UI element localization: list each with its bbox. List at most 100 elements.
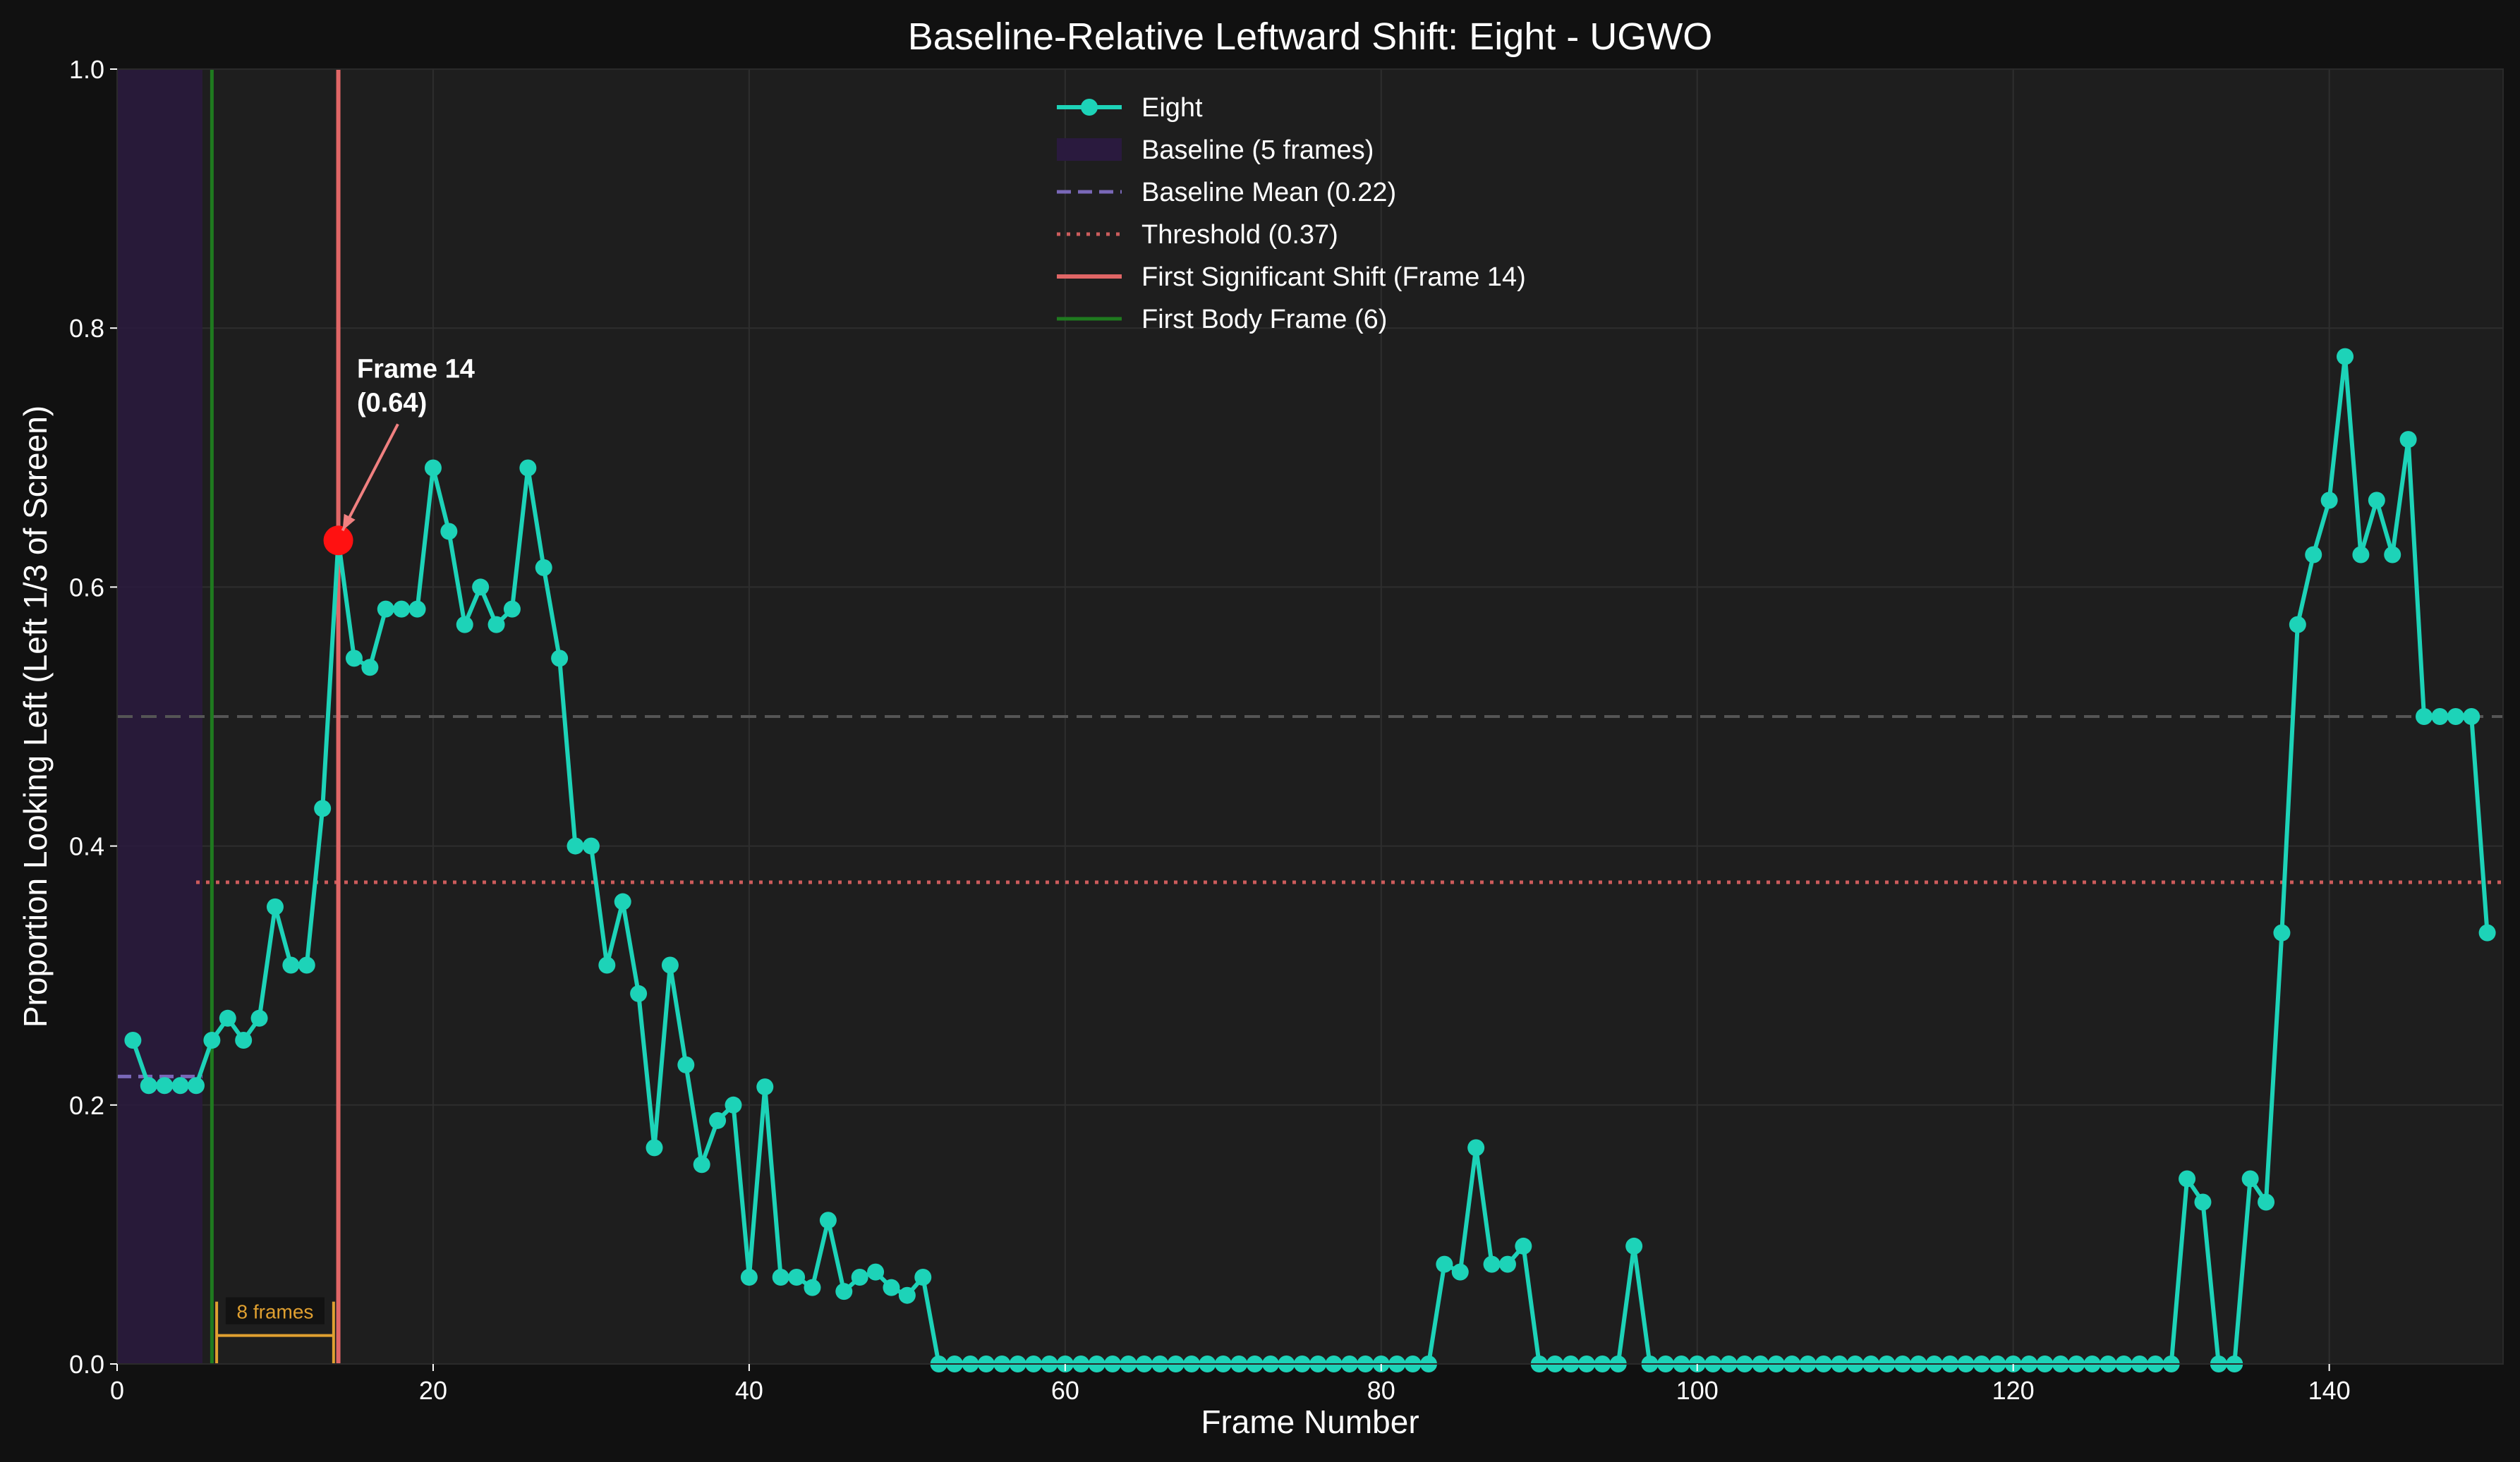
- data-point: [1483, 1255, 1501, 1273]
- y-axis-ticks: 0.0 0.2 0.4 0.6 0.8 1.0: [69, 55, 117, 1379]
- data-point: [519, 459, 537, 477]
- annotation-arrow: [341, 423, 399, 532]
- annotation-arrowhead: [342, 513, 356, 531]
- legend-item-first-body-frame: First Body Frame (6): [1057, 305, 1387, 334]
- data-point: [567, 837, 584, 855]
- data-point: [2463, 708, 2480, 725]
- data-point: [2431, 708, 2449, 725]
- y-tick-label: 0.2: [69, 1091, 104, 1120]
- x-tick-label: 140: [2308, 1376, 2351, 1405]
- data-point: [156, 1077, 174, 1095]
- data-point: [1515, 1237, 1532, 1255]
- legend-item-baseline-mean: Baseline Mean (0.22): [1057, 178, 1396, 207]
- legend-label-first-body-frame: First Body Frame (6): [1141, 305, 1387, 334]
- data-point: [725, 1096, 742, 1114]
- x-tick-label: 40: [735, 1376, 763, 1405]
- data-point: [2273, 924, 2291, 942]
- data-point: [614, 893, 631, 910]
- data-point: [2258, 1193, 2275, 1211]
- data-point: [424, 459, 442, 477]
- y-axis-label: Proportion Looking Left (Left 1/3 of Scr…: [17, 406, 54, 1028]
- data-point: [1498, 1255, 1516, 1273]
- x-tick-label: 120: [1992, 1376, 2035, 1405]
- data-point: [1436, 1255, 1453, 1273]
- y-tick-label: 1.0: [69, 55, 104, 84]
- data-point: [250, 1009, 268, 1027]
- data-point: [835, 1283, 853, 1300]
- data-point: [2179, 1170, 2196, 1188]
- data-point: [2194, 1193, 2212, 1211]
- data-point: [171, 1077, 189, 1095]
- data-point: [867, 1263, 885, 1281]
- legend-item-first-shift: First Significant Shift (Frame 14): [1057, 262, 1526, 292]
- data-point: [345, 650, 363, 667]
- data-point: [2399, 431, 2417, 449]
- data-point: [140, 1077, 157, 1095]
- bracket-label-background: [225, 1297, 325, 1324]
- data-point: [756, 1078, 774, 1096]
- x-tick-label: 20: [419, 1376, 447, 1405]
- data-point: [788, 1268, 806, 1286]
- data-point: [2447, 708, 2464, 725]
- data-point: [361, 659, 379, 676]
- data-point: [2241, 1170, 2259, 1188]
- data-point: [203, 1032, 221, 1049]
- data-point: [551, 650, 569, 667]
- data-point: [819, 1212, 837, 1229]
- data-point: [535, 559, 552, 576]
- x-axis-label: Frame Number: [1201, 1403, 1419, 1440]
- frame-gap-bracket: 8 frames: [215, 1297, 335, 1364]
- legend-label-threshold: Threshold (0.37): [1141, 220, 1338, 250]
- data-point: [661, 956, 679, 974]
- data-point: [282, 956, 300, 974]
- legend-marker-eight: [1081, 99, 1098, 116]
- data-point: [440, 523, 458, 540]
- x-axis-ticks: 0 20 40 60 80 100 120 140: [110, 1364, 2351, 1405]
- data-point: [598, 956, 616, 974]
- data-point: [2352, 546, 2370, 564]
- data-point: [314, 800, 332, 817]
- x-tick-label: 80: [1367, 1376, 1395, 1405]
- data-point: [2320, 492, 2338, 509]
- y-tick-label: 0.6: [69, 573, 104, 602]
- legend-swatch-baseline: [1057, 138, 1122, 161]
- y-tick-label: 0.8: [69, 314, 104, 343]
- data-point: [693, 1156, 710, 1174]
- data-point: [851, 1268, 868, 1286]
- legend: Eight Baseline (5 frames) Baseline Mean …: [1057, 93, 1526, 334]
- data-point: [1451, 1263, 1469, 1281]
- data-point: [740, 1268, 758, 1286]
- annotation-label: Frame 14: [357, 354, 475, 384]
- first-shift-marker: [323, 525, 353, 556]
- annotation: Frame 14 (0.64): [341, 354, 475, 532]
- y-tick-label: 0.4: [69, 832, 104, 861]
- bracket-label: 8 frames: [237, 1301, 314, 1323]
- data-point: [2368, 492, 2385, 509]
- data-point: [709, 1111, 727, 1129]
- data-point: [408, 600, 426, 618]
- x-tick-label: 60: [1051, 1376, 1079, 1405]
- data-point: [804, 1279, 821, 1296]
- data-point: [187, 1077, 205, 1095]
- data-point: [377, 600, 394, 618]
- data-point: [266, 898, 284, 915]
- data-point: [630, 985, 648, 1002]
- data-point: [487, 616, 505, 633]
- x-tick-label: 0: [110, 1376, 124, 1405]
- legend-label-baseline-mean: Baseline Mean (0.22): [1141, 178, 1396, 207]
- data-point: [298, 956, 315, 974]
- data-point: [914, 1268, 932, 1286]
- data-point: [646, 1139, 663, 1157]
- plot-frame: [116, 68, 2504, 1365]
- data-point: [503, 600, 521, 618]
- data-point: [1625, 1237, 1643, 1255]
- annotation-value: (0.64): [357, 388, 427, 418]
- data-point: [2305, 546, 2322, 564]
- data-point: [2337, 348, 2354, 365]
- data-point: [2478, 924, 2496, 942]
- data-point: [582, 837, 600, 855]
- y-tick-label: 0.0: [69, 1350, 104, 1379]
- x-tick-label: 100: [1676, 1376, 1719, 1405]
- legend-label-baseline: Baseline (5 frames): [1141, 135, 1374, 165]
